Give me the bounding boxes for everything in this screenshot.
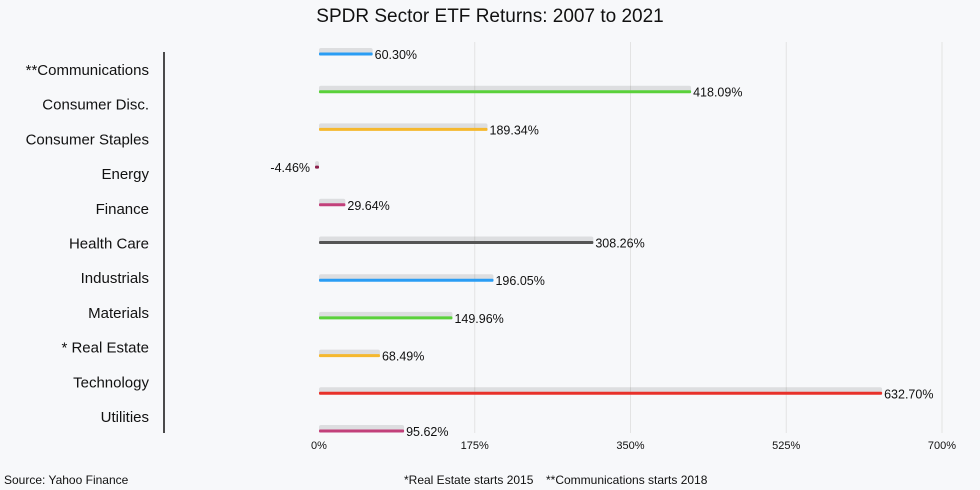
value-label: 68.49%	[382, 350, 424, 364]
category-label: Health Care	[69, 236, 149, 253]
footnote-communications: **Communications starts 2018	[546, 473, 708, 487]
category-label: * Real Estate	[61, 340, 149, 357]
value-label: 632.70%	[884, 387, 933, 401]
value-label: 149.96%	[454, 312, 503, 326]
category-labels: **Communications Consumer Disc. Consumer S…	[26, 62, 150, 426]
chart-title: SPDR Sector ETF Returns: 2007 to 2021	[316, 6, 664, 27]
category-label: **Communications	[26, 62, 149, 79]
bar	[319, 391, 883, 395]
category-label: Industrials	[81, 270, 149, 287]
category-label: Energy	[101, 166, 149, 183]
x-tick-label: 700%	[928, 440, 956, 452]
bar-shadow	[319, 123, 488, 130]
bar	[319, 127, 488, 131]
bar	[319, 316, 453, 320]
bar	[319, 354, 380, 358]
category-label: Technology	[73, 374, 149, 391]
category-label: Consumer Disc.	[42, 97, 149, 114]
category-label: Finance	[96, 201, 149, 218]
x-tick-label: 175%	[461, 440, 489, 452]
value-label: 189.34%	[490, 123, 539, 137]
bar	[319, 203, 346, 207]
value-label: 308.26%	[595, 237, 644, 251]
x-tick-label: 0%	[311, 440, 327, 452]
value-label: 60.30%	[375, 48, 417, 62]
gridlines	[474, 42, 943, 433]
category-label: Utilities	[101, 409, 149, 426]
footnote-real-estate: *Real Estate starts 2015	[404, 473, 534, 487]
category-label: Materials	[88, 305, 149, 322]
bars	[315, 48, 883, 433]
x-tick-label: 525%	[772, 440, 800, 452]
bar	[319, 90, 692, 94]
value-labels: 60.30% 418.09% 189.34% -4.46% 29.64% 308.26% 1…	[270, 48, 933, 439]
value-label: 95.62%	[406, 425, 448, 439]
category-label: Consumer Staples	[26, 131, 149, 148]
bar	[319, 241, 594, 244]
value-label: -4.46%	[270, 161, 310, 175]
bar	[315, 165, 319, 169]
value-label: 29.64%	[347, 199, 389, 213]
bar	[319, 278, 494, 282]
source-note: Source: Yahoo Finance	[4, 473, 129, 487]
value-label: 418.09%	[693, 86, 742, 100]
bar-shadow	[315, 161, 319, 168]
bar	[319, 429, 405, 433]
x-tick-labels: 0% 175% 350% 525% 700%	[311, 440, 956, 452]
bar	[319, 52, 373, 56]
value-label: 196.05%	[495, 274, 544, 288]
x-tick-label: 350%	[616, 440, 644, 452]
